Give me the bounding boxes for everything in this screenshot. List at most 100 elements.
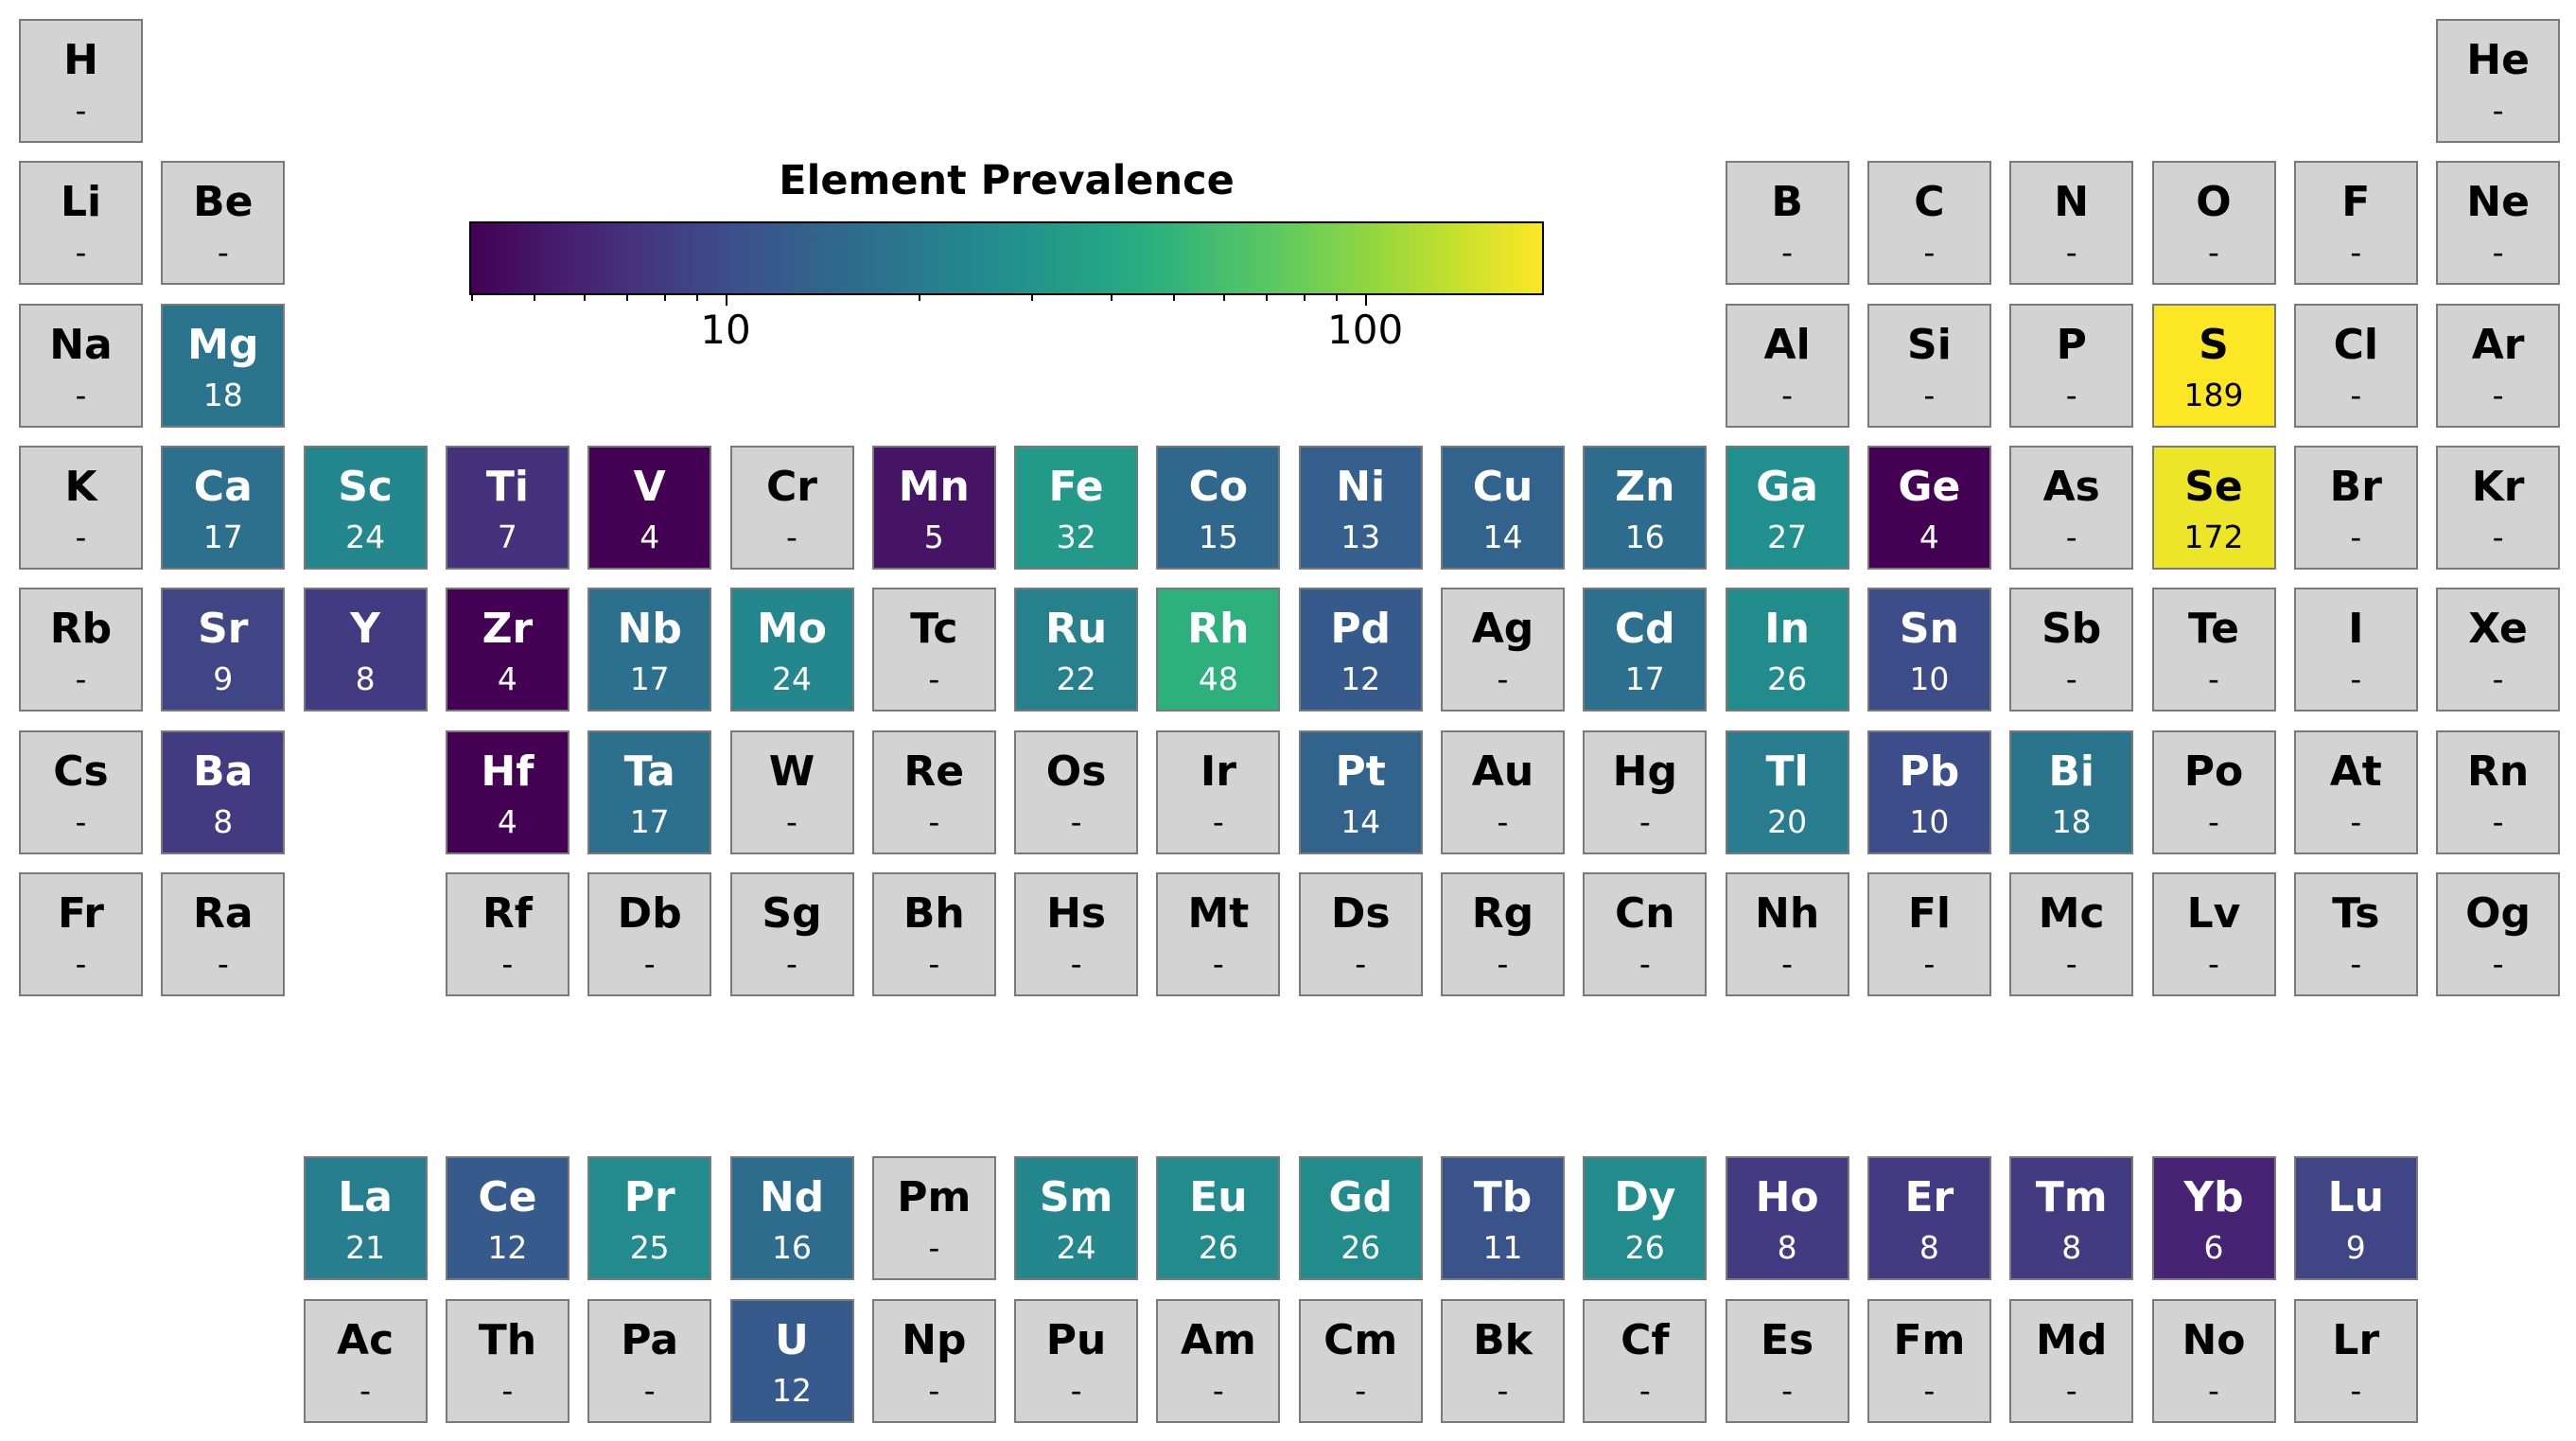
element-value: - [928,944,940,982]
element-symbol: Dy [1614,1173,1676,1222]
element-symbol: Xe [2468,605,2528,654]
element-value: 17 [629,802,670,840]
element-value: 9 [2345,1229,2366,1267]
colorbar-minor-tick [1223,295,1226,301]
element-symbol: Nd [759,1173,825,1222]
element-cell-al: Al - [1725,303,1849,428]
element-cell-rh: Rh 48 [1156,588,1281,712]
element-cell-rn: Rn - [2436,729,2561,854]
element-value: - [1355,944,1367,982]
element-symbol: Sg [762,888,822,938]
element-cell-cr: Cr - [729,445,854,570]
element-symbol: Cu [1472,462,1533,511]
element-symbol: Ce [478,1173,537,1222]
element-cell-ts: Ts - [2293,871,2418,996]
element-value: - [2065,944,2077,982]
element-value: - [786,802,797,840]
element-value: 14 [1482,518,1523,555]
colorbar-minor-tick [663,295,666,301]
element-value: - [2350,944,2362,982]
element-cell-db: Db - [587,871,712,996]
element-value: 5 [923,518,944,555]
element-symbol: Ag [1471,605,1534,654]
element-value: - [2208,660,2219,698]
element-value: 10 [1909,660,1950,698]
element-cell-mt: Mt - [1156,871,1281,996]
element-value: 18 [202,376,243,413]
element-value: - [2350,1371,2362,1409]
element-cell-sn: Sn 10 [1866,588,1991,712]
element-cell-hg: Hg - [1583,729,1708,854]
element-value: - [359,1371,372,1409]
element-symbol: Al [1763,320,1811,369]
element-value: - [2350,376,2362,413]
element-symbol: Lu [2327,1173,2384,1222]
element-cell-c: C- [1866,161,1991,286]
element-symbol: Mn [898,462,970,511]
element-cell-zr: Zr 4 [445,588,570,712]
colorbar [469,221,1544,295]
element-value: - [217,944,229,982]
element-value: - [217,234,229,272]
element-cell-nd: Nd 16 [729,1156,854,1281]
element-cell-fr: Fr - [19,871,143,996]
element-cell-rg: Rg - [1441,871,1565,996]
colorbar-minor-tick [1266,295,1269,301]
element-cell-pd: Pd 12 [1298,588,1423,712]
element-cell-pr: Pr 25 [587,1156,712,1281]
element-symbol: Eu [1189,1173,1248,1222]
element-cell-cn: Cn - [1583,871,1708,996]
element-cell-in: In 26 [1725,588,1849,712]
colorbar-minor-tick [1336,295,1339,301]
element-cell-dy: Dy 26 [1583,1156,1708,1281]
element-value: - [928,1229,940,1267]
element-value: - [1212,944,1224,982]
element-value: 26 [1767,660,1808,698]
element-cell-bi: Bi 18 [2009,729,2134,854]
element-symbol: Cm [1323,1315,1398,1364]
element-symbol: Nh [1755,888,1820,938]
element-symbol: Mo [756,605,827,654]
element-cell-re: Re - [871,729,996,854]
element-symbol: Cl [2333,320,2378,369]
element-symbol: F [2341,178,2371,227]
element-value: 32 [1056,518,1096,555]
element-cell-pa: Pa - [587,1298,712,1423]
element-value: 26 [1198,1229,1238,1267]
colorbar-major-tick [726,295,728,306]
element-value: - [1070,1371,1082,1409]
element-symbol: Mg [187,320,259,369]
element-value: - [1923,234,1936,272]
element-cell-lv: Lv - [2151,871,2276,996]
element-cell-as: As - [2009,445,2134,570]
element-value: 24 [772,660,812,698]
element-cell-md: Md - [2009,1298,2134,1423]
element-value: 8 [213,802,234,840]
element-symbol: C [1914,178,1945,227]
element-cell-ag: Ag - [1441,588,1565,712]
element-symbol: Np [902,1315,967,1364]
element-value: - [1923,1371,1936,1409]
element-symbol: Mt [1187,888,1250,938]
element-symbol: U [775,1315,809,1364]
element-value: - [2492,518,2504,555]
element-cell-na: Na - [19,303,143,428]
element-value: 27 [1767,518,1808,555]
element-value: - [75,92,87,129]
element-cell-ar: Ar - [2436,303,2561,428]
element-symbol: No [2182,1315,2246,1364]
element-value: - [75,660,87,698]
element-value: - [2065,1371,2077,1409]
element-symbol: Au [1471,747,1534,796]
element-value: - [75,518,87,555]
element-cell-os: Os - [1014,729,1139,854]
element-value: 11 [1482,1229,1523,1267]
element-value: - [2492,660,2504,698]
element-cell-sr: Sr 9 [161,588,286,712]
colorbar-tick-label: 10 [700,307,751,353]
element-symbol: Ds [1330,888,1391,938]
element-value: - [928,660,940,698]
element-symbol: Am [1180,1315,1256,1364]
element-value: 4 [1919,518,1939,555]
element-cell-tb: Tb 11 [1441,1156,1565,1281]
